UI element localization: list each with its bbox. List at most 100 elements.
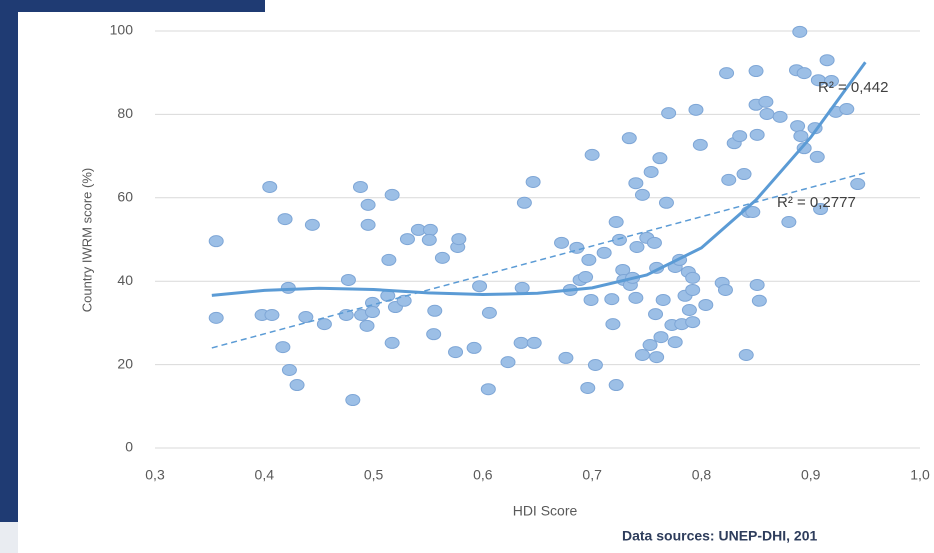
data-point [596, 246, 612, 259]
data-point [583, 293, 599, 306]
data-point [685, 283, 701, 296]
data-point [628, 177, 644, 190]
data-point [316, 318, 332, 331]
data-point [426, 328, 442, 341]
x-tick-label: 0,4 [255, 467, 275, 483]
data-point [434, 251, 450, 264]
data-point [304, 218, 320, 231]
data-point [661, 107, 677, 120]
data-point [381, 253, 397, 266]
data-point [681, 303, 697, 316]
data-point [628, 291, 644, 304]
data-point [792, 25, 808, 38]
data-point [819, 54, 835, 67]
data-point [649, 351, 665, 364]
x-tick-label: 1,0 [910, 467, 930, 483]
y-tick-label: 80 [117, 105, 133, 121]
data-point [652, 152, 668, 165]
data-point [839, 102, 855, 115]
data-point [813, 203, 829, 216]
data-point [758, 95, 774, 108]
data-point [399, 233, 415, 246]
data-point [749, 278, 765, 291]
background-strip [0, 0, 18, 522]
data-point [281, 364, 297, 377]
data-point [732, 130, 748, 143]
data-point [809, 150, 825, 163]
data-point [749, 128, 765, 141]
y-tick-label: 100 [110, 22, 134, 38]
data-point [604, 293, 620, 306]
data-point [208, 311, 224, 324]
data-point [384, 188, 400, 201]
data-point [698, 298, 714, 311]
y-tick-label: 20 [117, 355, 133, 371]
data-point [421, 233, 437, 246]
data-point [745, 205, 761, 218]
data-point [685, 316, 701, 329]
data-point [759, 107, 775, 120]
x-tick-label: 0,6 [473, 467, 493, 483]
data-point [658, 196, 674, 209]
data-point [717, 283, 733, 296]
data-point [584, 148, 600, 161]
data-point [648, 308, 664, 321]
data-point [208, 235, 224, 248]
data-point [262, 180, 278, 193]
data-point [360, 218, 376, 231]
data-point [384, 336, 400, 349]
data-point [359, 319, 375, 332]
y-axis-label: Country IWRM score (%) [79, 168, 94, 312]
data-point [422, 223, 438, 236]
trendline [211, 61, 867, 297]
data-point [823, 75, 839, 88]
data-point [646, 236, 662, 249]
data-point [653, 331, 669, 344]
data-point [451, 233, 467, 246]
data-point [466, 341, 482, 354]
data-point [500, 356, 516, 369]
x-tick-label: 0,7 [582, 467, 602, 483]
data-point [781, 215, 797, 228]
data-point [514, 281, 530, 294]
data-point [526, 336, 542, 349]
data-point [605, 318, 621, 331]
x-tick-label: 0,9 [801, 467, 821, 483]
data-point [554, 236, 570, 249]
data-point [558, 351, 574, 364]
data-point [667, 336, 683, 349]
data-point [481, 306, 497, 319]
r-squared-label: R² = 0,442 [818, 79, 888, 96]
data-point [364, 306, 380, 319]
data-point [611, 233, 627, 246]
data-point [580, 381, 596, 394]
background-strip [0, 522, 18, 553]
data-point [608, 379, 624, 392]
data-point [513, 336, 529, 349]
data-point [685, 271, 701, 284]
data-point [790, 120, 806, 133]
data-point [340, 273, 356, 286]
data-point [581, 253, 597, 266]
data-point [448, 346, 464, 359]
data-point [289, 379, 305, 392]
data-point [525, 175, 541, 188]
data-point [427, 304, 443, 317]
data-point [472, 280, 488, 293]
data-point [277, 213, 293, 226]
data-point [796, 67, 812, 80]
data-point [352, 180, 368, 193]
trendline [211, 172, 866, 349]
background-strip [18, 0, 265, 12]
data-point [688, 103, 704, 116]
data-point [643, 165, 659, 178]
x-tick-label: 0,3 [145, 467, 165, 483]
data-point [621, 132, 637, 145]
data-point [275, 341, 291, 354]
y-tick-label: 0 [125, 439, 133, 455]
data-point [634, 349, 650, 362]
data-point [578, 271, 594, 284]
y-tick-label: 60 [117, 189, 133, 205]
data-point [629, 241, 645, 254]
